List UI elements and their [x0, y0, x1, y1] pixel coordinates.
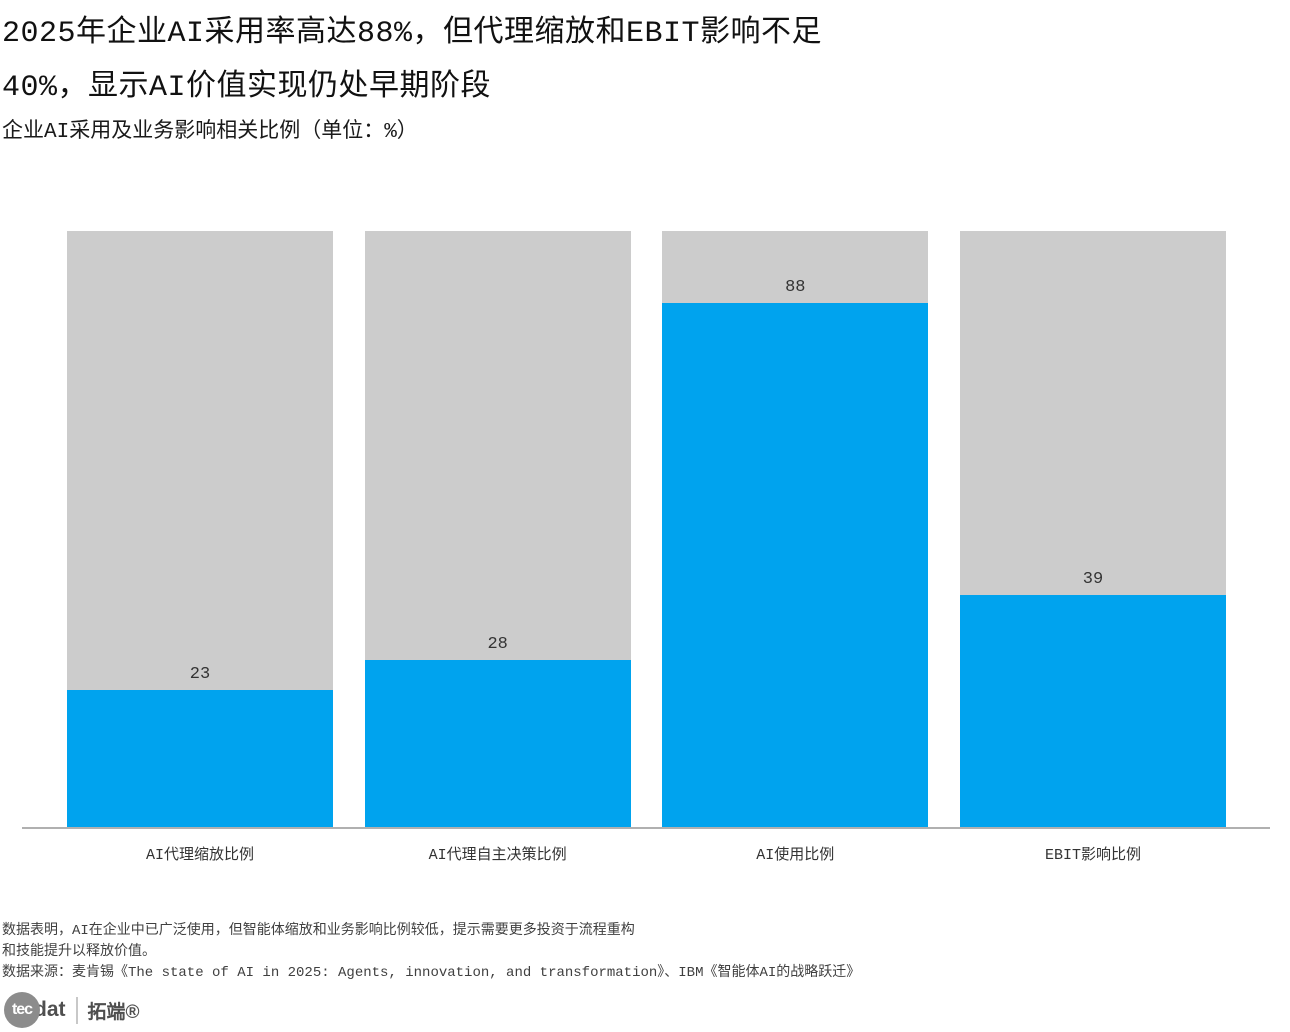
footnote-line2: 和技能提升以释放价值。 [2, 944, 156, 960]
bar-group: 23 28 88 39 [22, 231, 1270, 827]
bar-track: 88 [662, 231, 929, 827]
bar-fill [364, 660, 631, 827]
x-tick-label: AI使用比例 [756, 847, 835, 864]
bar-track: 28 [364, 231, 631, 827]
x-tick-label: AI代理自主决策比例 [428, 847, 567, 864]
bar-value-label: 23 [189, 664, 211, 684]
x-tick-label: EBIT影响比例 [1044, 847, 1141, 864]
chart-subtitle: 企业AI采用及业务影响相关比例（单位：%） [2, 121, 418, 144]
bar-fill [959, 594, 1226, 827]
x-axis-tick-labels: AI代理缩放比例 AI代理自主决策比例 AI使用比例 EBIT影响比例 [22, 843, 1270, 864]
bar-value-label: 88 [785, 277, 806, 297]
x-tick-label: AI代理缩放比例 [145, 847, 254, 864]
bar-value-label: 28 [487, 635, 508, 655]
footnotes: 数据表明，AI在企业中已广泛使用，但智能体缩放和业务影响比例较低，提示需要更多投… [2, 921, 860, 984]
chart-title-line1: 2025年企业AI采用率高达88%，但代理缩放和EBIT影响不足 [2, 17, 823, 51]
chart-title-line2: 40%，显示AI价值实现仍处早期阶段 [2, 71, 492, 105]
footnote-line1: 数据表明，AI在企业中已广泛使用，但智能体缩放和业务影响比例较低，提示需要更多投… [2, 923, 635, 939]
bar-chart-plot-area: 23 28 88 39 [22, 231, 1270, 829]
data-source-line: 数据来源：麦肯锡《The state of AI in 2025: Agents… [2, 965, 861, 981]
logo-divider [75, 996, 78, 1024]
bar-fill [662, 302, 929, 827]
bar-value-label: 39 [1082, 569, 1104, 589]
tecdat-logo: tec dat 拓端® [4, 992, 140, 1028]
tecdat-logo-text: dat [34, 998, 66, 1021]
bar-fill [67, 689, 333, 827]
brand-name-cn: 拓端® [87, 1001, 140, 1023]
tecdat-logo-circle: tec [4, 992, 40, 1028]
bar-track: 23 [67, 231, 333, 827]
bar-track: 39 [959, 231, 1226, 827]
